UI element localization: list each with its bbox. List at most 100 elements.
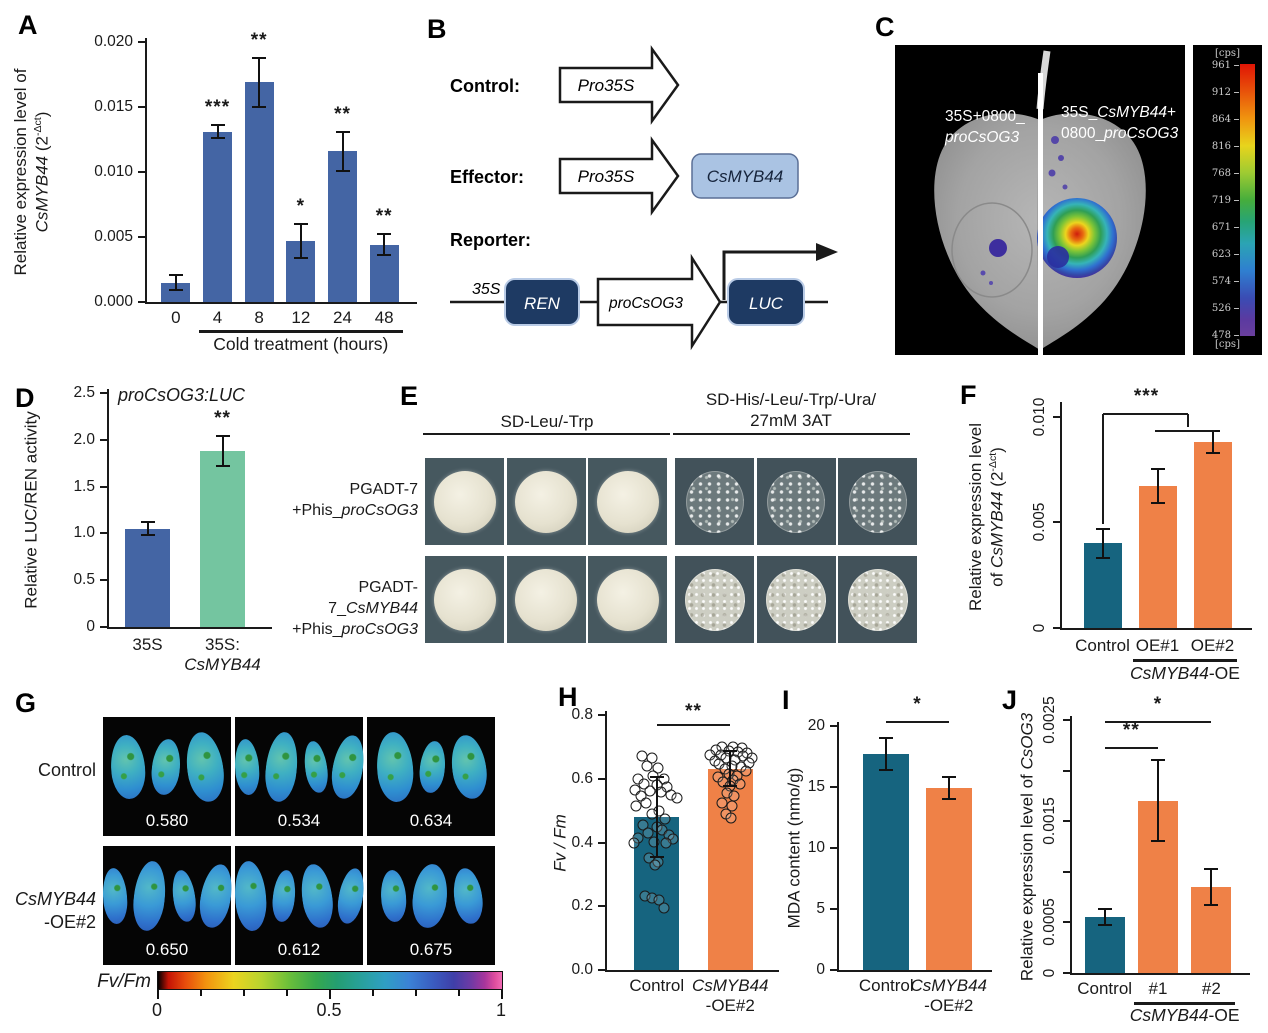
backbone-35s-label: 35S bbox=[472, 281, 501, 298]
left-infiltration-label: 35S+0800_ proCsOG3 bbox=[945, 107, 1025, 149]
y-tick bbox=[598, 714, 605, 716]
text-segment: -OE bbox=[1208, 1005, 1240, 1025]
y-tick bbox=[1053, 415, 1060, 418]
error-bar bbox=[947, 777, 950, 800]
fluorescence-leaf bbox=[182, 729, 228, 804]
text-segment: MDA content (nmo/g) bbox=[784, 767, 804, 929]
bar bbox=[125, 528, 170, 627]
text-line: 8 bbox=[221, 308, 297, 328]
y-tick bbox=[830, 786, 837, 788]
signal-blue-patch bbox=[1047, 246, 1069, 268]
bar bbox=[1084, 917, 1125, 973]
fvfm-value: 0.580 bbox=[145, 811, 189, 830]
category-label: 4 bbox=[180, 308, 256, 328]
text-segment: proCsOG3:LUC bbox=[118, 385, 246, 405]
bar bbox=[161, 282, 191, 302]
scatter-point bbox=[652, 762, 664, 774]
y-tick bbox=[1053, 521, 1060, 524]
colorbar-tick-label: 0 bbox=[151, 1000, 163, 1020]
leaf-group bbox=[367, 725, 495, 808]
text-segment: of bbox=[987, 567, 1007, 587]
text-segment: (2 bbox=[987, 471, 1007, 492]
signal-speck bbox=[1051, 136, 1059, 144]
error-cap-top bbox=[215, 435, 230, 438]
text-line: 0 bbox=[138, 308, 214, 328]
text-segment: ) bbox=[32, 111, 52, 118]
text-segment: -OE#2 bbox=[705, 996, 755, 1016]
significance-stars: ** bbox=[214, 408, 231, 430]
error-cap-top bbox=[1097, 908, 1112, 911]
fluorescence-leaf bbox=[447, 732, 490, 801]
y-tick bbox=[1063, 921, 1070, 924]
colorbar-tick bbox=[458, 990, 460, 996]
error-cap-bottom bbox=[377, 254, 392, 257]
y-tick bbox=[1063, 820, 1070, 823]
scatter-point bbox=[638, 778, 650, 790]
error-cap-top bbox=[210, 124, 225, 127]
y-tick-label: 0.0015 bbox=[1041, 797, 1058, 845]
construct-diagram-svg: Control: Pro35S Effector: Pro35S CsMYB44… bbox=[450, 45, 838, 351]
fluorescence-leaf bbox=[196, 861, 237, 930]
scale-value: 768 bbox=[1211, 168, 1231, 179]
text-segment: 4 bbox=[212, 308, 223, 327]
strong-signal-blob bbox=[1037, 198, 1117, 278]
error-bar bbox=[1157, 760, 1159, 842]
leaf-illustration bbox=[934, 50, 1146, 355]
fluorescence-leaf bbox=[333, 865, 368, 926]
category-label: OE#2 bbox=[1168, 636, 1257, 656]
significance-line bbox=[1104, 747, 1158, 750]
text-line: PGADT-7_CsMYB44 bbox=[270, 578, 418, 620]
colorbar-tick bbox=[286, 990, 288, 996]
scale-tick bbox=[1234, 146, 1239, 147]
y-tick-label: 0.010 bbox=[94, 163, 133, 180]
scatter-point bbox=[628, 837, 640, 849]
scale-value: 864 bbox=[1211, 114, 1231, 125]
significance-stars: ** bbox=[375, 206, 393, 228]
text-line: -OE#2 bbox=[677, 996, 785, 1016]
significance-line bbox=[886, 721, 949, 724]
fluorescence-leaf bbox=[232, 859, 269, 932]
yeast-plate bbox=[425, 556, 504, 643]
category-label: 12 bbox=[263, 308, 339, 328]
y-tick bbox=[830, 725, 837, 727]
error-cap-top bbox=[1151, 759, 1165, 762]
header-underline-right bbox=[673, 433, 910, 435]
cps-unit-top: [cps] bbox=[1215, 48, 1240, 59]
error-cap-bottom bbox=[293, 256, 308, 259]
text-segment: 8 bbox=[254, 308, 264, 327]
error-cap-top bbox=[1095, 527, 1110, 530]
fvfm-tile: 0.534 bbox=[233, 717, 369, 836]
ren-box bbox=[504, 278, 580, 326]
yeast-plate bbox=[425, 458, 504, 545]
y-tick bbox=[138, 41, 145, 43]
text-segment: proCsOG3 bbox=[1104, 124, 1179, 142]
y-tick bbox=[1063, 769, 1070, 772]
ren-label: REN bbox=[524, 294, 561, 313]
category-label: Control bbox=[838, 976, 935, 996]
panel-c-luciferase-image: C bbox=[860, 0, 1268, 375]
text-segment: proCsOG3 bbox=[341, 620, 418, 638]
fluorescence-leaf bbox=[149, 737, 183, 796]
text-segment: Control bbox=[858, 976, 914, 995]
panel-c-letter: C bbox=[875, 12, 895, 42]
significance-stars: *** bbox=[204, 97, 231, 119]
group-line bbox=[1134, 1002, 1236, 1005]
text-segment: 12 bbox=[291, 308, 311, 327]
y-tick-label: 0.0 bbox=[571, 961, 593, 978]
y-tick-label: 0.0025 bbox=[1041, 696, 1058, 744]
error-cap-top bbox=[168, 273, 183, 276]
fluorescence-leaf bbox=[416, 739, 448, 794]
fluorescence-leaf bbox=[301, 739, 330, 794]
error-cap-bottom bbox=[210, 137, 225, 140]
y-tick-label: 0.010 bbox=[1031, 397, 1048, 436]
scatter-point bbox=[658, 902, 670, 914]
bracket-line bbox=[1101, 414, 1104, 525]
category-label: #1 bbox=[1114, 979, 1201, 999]
y-tick bbox=[100, 485, 107, 488]
x-axis bbox=[837, 970, 992, 972]
group-label: CsMYB44-OE bbox=[1104, 1005, 1265, 1026]
text-segment: Cold treatment (hours) bbox=[213, 334, 389, 354]
text-segment: CsMYB44 bbox=[1129, 1005, 1209, 1025]
scatter-point bbox=[734, 778, 746, 790]
y-tick-label: 0.005 bbox=[1031, 502, 1048, 542]
